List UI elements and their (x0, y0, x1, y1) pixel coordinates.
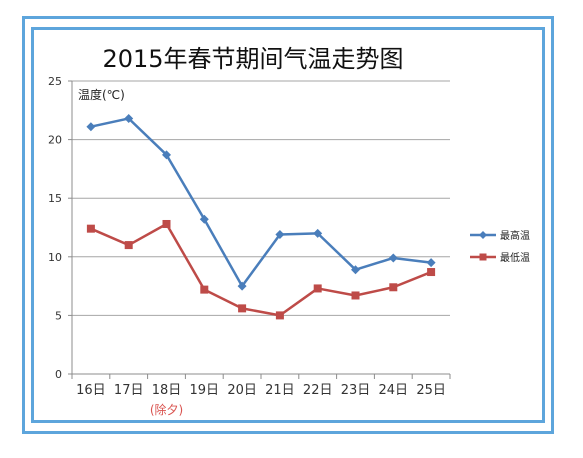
y-axis-label: 温度(℃) (78, 87, 125, 102)
category-note: (除夕) (150, 402, 183, 417)
data-point (313, 228, 323, 238)
x-tick-label: 16日 (76, 383, 106, 398)
gridlines (71, 80, 450, 375)
data-point (124, 241, 133, 250)
chart-title: 2015年春节期间气温走势图 (102, 45, 403, 73)
y-tick-label: 10 (48, 251, 62, 264)
y-tick-label: 5 (55, 309, 62, 322)
series-line-1 (90, 117, 432, 288)
x-tick-label: 22日 (303, 383, 333, 398)
series-line-2 (90, 222, 432, 317)
x-tick-label: 23日 (341, 383, 371, 398)
data-point (313, 284, 322, 293)
x-tick-label: 17日 (114, 383, 144, 398)
data-point (86, 224, 95, 233)
data-point (427, 268, 436, 277)
data-point (388, 253, 398, 263)
x-tick-label: 21日 (265, 383, 295, 398)
legend-marker (479, 231, 487, 239)
chart-frame (31, 27, 545, 423)
y-axis-ticks: 0 5 10 15 20 25 (48, 75, 72, 381)
y-tick-label: 20 (48, 134, 62, 147)
data-point (351, 291, 360, 300)
data-point (426, 258, 436, 268)
data-point (275, 311, 284, 320)
y-tick-label: 25 (48, 75, 62, 88)
data-point (86, 122, 96, 132)
data-point (237, 281, 247, 291)
data-point (124, 114, 134, 124)
data-point (162, 150, 171, 160)
x-axis-ticks: 16日 17日 18日 19日 20日 21日 22日 23日 24日 25日 (除夕) (71, 374, 451, 417)
data-point (200, 285, 209, 294)
data-point (238, 304, 247, 313)
data-point (162, 219, 171, 228)
x-tick-label: 20日 (227, 383, 257, 398)
data-point (199, 214, 209, 224)
x-tick-label: 24日 (379, 383, 409, 398)
y-tick-label: 15 (48, 192, 62, 205)
legend-marker (479, 253, 487, 261)
x-tick-label: 18日 (152, 383, 182, 398)
y-tick-label: 0 (55, 368, 62, 381)
data-point (275, 230, 285, 240)
x-tick-label: 25日 (416, 383, 446, 398)
x-tick-label: 19日 (190, 383, 220, 398)
series-group (86, 114, 436, 320)
legend-label: 最低温 (500, 251, 530, 264)
data-point (351, 265, 360, 275)
data-point (389, 283, 398, 292)
legend-label: 最高温 (500, 229, 530, 242)
